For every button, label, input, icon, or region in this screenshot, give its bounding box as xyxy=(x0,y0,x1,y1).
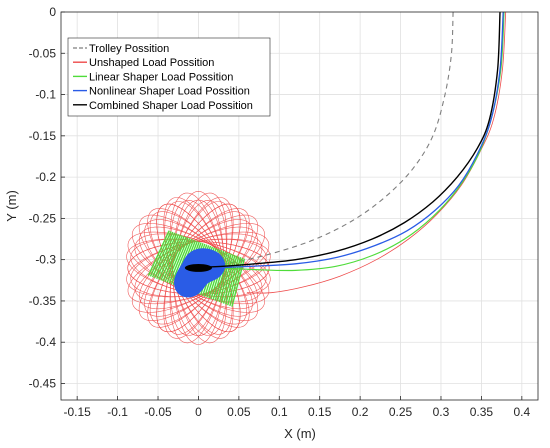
legend-entry: Trolley Possition xyxy=(89,43,169,55)
linear-oscillation-stroke xyxy=(168,237,189,284)
series-nonlinear-oscillation xyxy=(174,248,226,298)
unshaped-loop xyxy=(163,197,234,339)
linear-oscillation-stroke xyxy=(216,253,232,302)
plot-frame xyxy=(60,11,539,401)
linear-oscillation-stroke xyxy=(149,231,172,277)
series-unshaped-load xyxy=(246,12,507,294)
x-tick-label: 0.2 xyxy=(352,405,369,419)
unshaped-loop xyxy=(126,238,271,298)
y-tick-label: -0.25 xyxy=(29,211,57,225)
linear-oscillation-stroke xyxy=(220,254,236,304)
linear-oscillation-stroke xyxy=(147,230,170,276)
legend-entry: Unshaped Load Possition xyxy=(89,57,214,69)
y-tick-label: -0.35 xyxy=(29,294,57,308)
linear-oscillation-stroke xyxy=(222,255,238,304)
linear-oscillation-stroke xyxy=(164,235,185,283)
tick-labels: -0.15 -0.1 -0.05 0 0.05 0.1 0.15 0.2 0.25 0.3 0.35… xyxy=(29,5,531,419)
y-tick-label: -0.1 xyxy=(35,88,56,102)
series-nonlinear-shaper xyxy=(214,12,504,269)
x-tick-label: 0.15 xyxy=(308,405,332,419)
unshaped-loop xyxy=(144,219,253,317)
unshaped-loop xyxy=(147,208,250,328)
y-tick-label: -0.45 xyxy=(29,376,57,390)
linear-oscillation-stroke xyxy=(160,234,182,281)
y-tick-label: -0.15 xyxy=(29,129,57,143)
y-axis-label: Y (m) xyxy=(4,190,19,222)
linear-oscillation-stroke xyxy=(162,235,183,282)
unshaped-loop xyxy=(130,238,267,297)
unshaped-loop xyxy=(156,203,241,333)
y-tick-label: -0.05 xyxy=(29,46,57,60)
legend-entry: Linear Shaper Load Possition xyxy=(89,71,233,83)
series-combined-shaper xyxy=(186,12,501,269)
x-tick-label: 0 xyxy=(195,405,202,419)
unshaped-loop xyxy=(149,211,248,325)
y-tick-label: 0 xyxy=(49,5,56,19)
linear-oscillation-stroke xyxy=(218,254,234,303)
linear-oscillation-stroke xyxy=(214,252,230,301)
unshaped-loop xyxy=(149,211,248,325)
unshaped-loop xyxy=(163,197,234,339)
series-layer xyxy=(126,12,507,345)
legend-entry: Nonlinear Shaper Load Possition xyxy=(89,86,250,98)
legend-box xyxy=(67,37,271,117)
x-tick-label: -0.15 xyxy=(63,405,91,419)
unshaped-loop xyxy=(164,201,233,335)
linear-oscillation-stroke xyxy=(224,256,240,305)
x-tick-label: 0.25 xyxy=(389,405,413,419)
x-tick-label: -0.1 xyxy=(107,405,128,419)
x-tick-label: 0.4 xyxy=(513,405,530,419)
linear-oscillation-stroke xyxy=(158,233,180,280)
unshaped-loop xyxy=(170,199,227,336)
y-tick-label: -0.4 xyxy=(35,335,56,349)
y-tick-label: -0.2 xyxy=(35,170,56,184)
x-tick-label: -0.05 xyxy=(144,405,172,419)
x-tick-label: 0.35 xyxy=(470,405,494,419)
unshaped-loop xyxy=(156,203,241,333)
x-tick-label: 0.3 xyxy=(433,405,450,419)
linear-oscillation-stroke xyxy=(166,236,187,283)
linear-oscillation-stroke xyxy=(153,232,176,279)
linear-oscillation-stroke xyxy=(229,257,244,307)
x-tick-label: 0.05 xyxy=(227,405,251,419)
legend-entry: Combined Shaper Load Possition xyxy=(89,100,253,112)
linear-oscillation-stroke xyxy=(170,238,191,285)
x-axis-label: X (m) xyxy=(284,426,316,441)
linear-oscillation-stroke xyxy=(151,231,174,278)
x-tick-label: 0.1 xyxy=(271,405,288,419)
linear-oscillation-stroke xyxy=(156,233,178,280)
legend: Trolley Possition Unshaped Load Possition… xyxy=(67,37,271,117)
y-tick-label: -0.3 xyxy=(35,253,56,267)
